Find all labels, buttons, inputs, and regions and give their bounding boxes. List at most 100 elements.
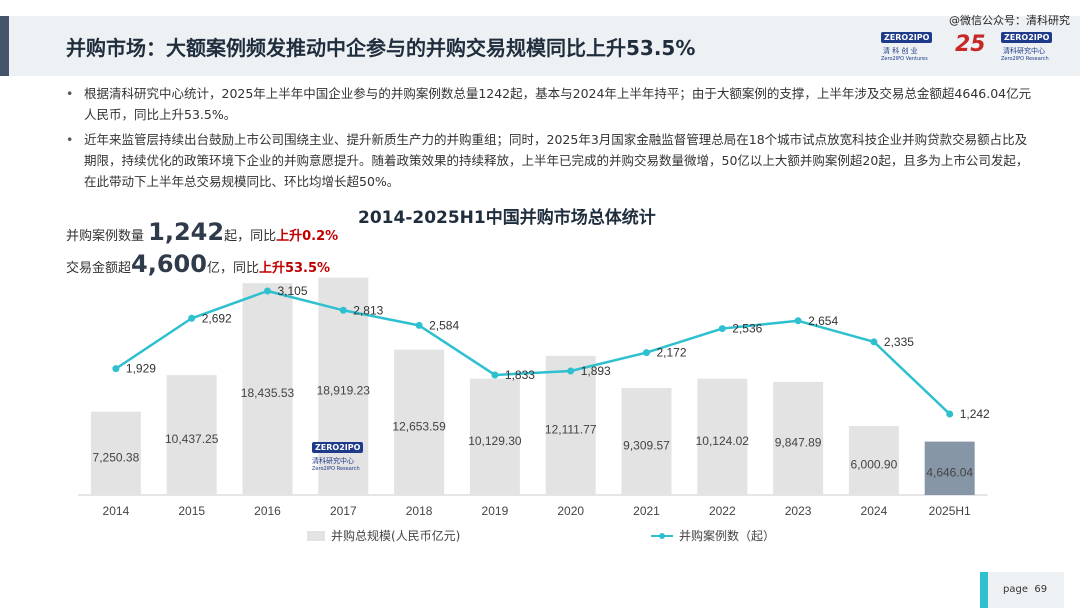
point-label-2025H1: 1,242 — [960, 407, 990, 421]
chart-logo-box: ZERO2IPO — [312, 442, 364, 453]
bullet-list: 根据清科研究中心统计，2025年上半年中国企业参与的并购案例数总量1242起，基… — [66, 83, 1036, 196]
watermark-text: @微信公众号：清科研究 — [949, 14, 1070, 27]
point-2018 — [415, 321, 423, 329]
page-number: page 69 — [1003, 584, 1047, 595]
point-label-2018: 2,584 — [429, 318, 459, 332]
bar-label-2022: 10,124.02 — [696, 434, 750, 448]
zero2ipo-research-logo: ZERO2IPO — [1001, 32, 1053, 43]
chart-logo-cn: 清科研究中心 — [312, 457, 354, 465]
bullet-item: 根据清科研究中心统计，2025年上半年中国企业参与的并购案例数总量1242起，基… — [66, 83, 1036, 125]
kpi-deal-count-value: 1,242 — [148, 218, 225, 246]
point-2024 — [870, 338, 878, 346]
page-label: page — [1003, 584, 1028, 595]
x-tick-2017: 2017 — [330, 504, 357, 518]
legend-scale-label: 并购总规模(人民币亿元) — [331, 529, 461, 543]
point-2014 — [112, 365, 120, 373]
point-2016 — [264, 287, 271, 295]
bar-label-2018: 12,653.59 — [392, 419, 446, 433]
legend-bar-swatch — [307, 531, 325, 541]
footer-accent — [980, 572, 988, 608]
header-accent-bar — [0, 16, 9, 76]
point-2020 — [567, 367, 575, 375]
bar-2023 — [773, 381, 824, 495]
bar-label-2017: 18,919.23 — [317, 383, 371, 397]
bar-2020 — [545, 355, 596, 495]
kpi-deal-count-unit: 起，同比 — [224, 229, 277, 244]
bar-label-2023: 9,847.89 — [775, 435, 822, 449]
kpi-deal-amount-change: 上升53.5% — [258, 261, 331, 276]
bar-label-2016: 18,435.53 — [241, 386, 295, 400]
kpi-deal-count-label: 并购案例数量 — [66, 229, 145, 244]
header-logos: ZERO2IPO 清 科 创 业 Zero2IPO Ventures 25 ZE… — [881, 32, 1066, 66]
legend-item-scale: 并购总规模(人民币亿元) — [307, 527, 460, 544]
bar-2019 — [469, 378, 520, 495]
bar-label-2021: 9,309.57 — [623, 439, 670, 453]
bar-2022 — [697, 378, 748, 495]
x-tick-2021: 2021 — [633, 504, 660, 518]
page-number-value: 69 — [1034, 584, 1048, 595]
line-deal-count — [115, 289, 951, 415]
x-tick-2025H1: 2025H1 — [929, 504, 971, 518]
bar-2024 — [848, 426, 899, 495]
x-tick-2019: 2019 — [482, 504, 509, 518]
logo-research-en: Zero2IPO Research — [1001, 56, 1049, 62]
footer-box — [988, 572, 1064, 608]
legend-item-count: 并购案例数（起） — [651, 527, 775, 544]
x-tick-2014: 2014 — [103, 504, 130, 518]
bar-2018 — [394, 349, 445, 495]
logo-research-cn: 清科研究中心 — [1003, 47, 1045, 55]
point-2022 — [718, 325, 726, 333]
point-2017 — [339, 306, 347, 314]
legend-line-swatch — [651, 531, 673, 541]
point-2023 — [794, 317, 802, 325]
kpi-deal-amount: 交易金额超4,600亿，同比上升53.5% — [66, 250, 330, 278]
logo-ventures-en: Zero2IPO Ventures — [881, 56, 928, 62]
kpi-deal-count-change: 上升0.2% — [276, 229, 339, 244]
bar-2021 — [621, 388, 672, 495]
bar-label-2015: 10,437.25 — [165, 432, 219, 446]
bar-label-2019: 10,129.30 — [468, 434, 522, 448]
page-title: 并购市场：大额案例频发推动中企参与的并购交易规模同比上升53.5% — [66, 36, 696, 60]
point-label-2024: 2,335 — [884, 335, 914, 349]
logo-ventures-cn: 清 科 创 业 — [883, 47, 918, 55]
bar-label-2024: 6,000.90 — [851, 458, 898, 472]
zero2ipo-ventures-logo: ZERO2IPO — [881, 32, 933, 43]
x-tick-2016: 2016 — [254, 504, 281, 518]
point-label-2023: 2,654 — [808, 314, 838, 328]
point-2019 — [491, 371, 499, 379]
point-2015 — [188, 314, 196, 322]
header-band — [9, 16, 1080, 76]
anniversary-25-logo: 25 — [955, 32, 986, 57]
bar-2014 — [90, 411, 141, 495]
bar-2015 — [166, 375, 217, 495]
kpi-deal-amount-label: 交易金额超 — [66, 261, 132, 276]
bar-label-2020: 12,111.77 — [545, 422, 597, 436]
point-2021 — [643, 349, 650, 357]
point-label-2015: 2,692 — [202, 311, 232, 325]
point-label-2016: 3,105 — [278, 284, 308, 298]
point-label-2020: 1,893 — [581, 364, 611, 378]
legend-count-label: 并购案例数（起） — [679, 529, 776, 543]
point-label-2022: 2,536 — [732, 322, 762, 336]
x-tick-2022: 2022 — [709, 504, 736, 518]
chart-watermark-logo: ZERO2IPO 清科研究中心 Zero2IPO Research — [312, 442, 372, 482]
point-label-2014: 1,929 — [126, 362, 156, 376]
x-tick-2023: 2023 — [785, 504, 812, 518]
chart-logo-en: Zero2IPO Research — [312, 466, 360, 472]
point-2025H1 — [946, 410, 954, 418]
bar-label-2014: 7,250.38 — [93, 450, 140, 464]
kpi-deal-count: 并购案例数量 1,242起，同比上升0.2% — [66, 218, 338, 246]
point-label-2017: 2,813 — [353, 303, 383, 317]
bar-2016 — [242, 283, 293, 495]
point-label-2019: 1,833 — [505, 368, 535, 382]
x-tick-2015: 2015 — [178, 504, 205, 518]
kpi-deal-amount-unit: 亿，同比 — [206, 261, 259, 276]
x-tick-2020: 2020 — [557, 504, 584, 518]
bullet-item: 近年来监管层持续出台鼓励上市公司围绕主业、提升新质生产力的并购重组；同时，202… — [66, 129, 1036, 192]
bar-2025H1 — [924, 441, 975, 495]
chart-title: 2014-2025H1中国并购市场总体统计 — [358, 208, 656, 228]
x-tick-2018: 2018 — [406, 504, 433, 518]
bar-label-2025H1: 4,646.04 — [926, 465, 973, 479]
x-tick-2024: 2024 — [861, 504, 888, 518]
